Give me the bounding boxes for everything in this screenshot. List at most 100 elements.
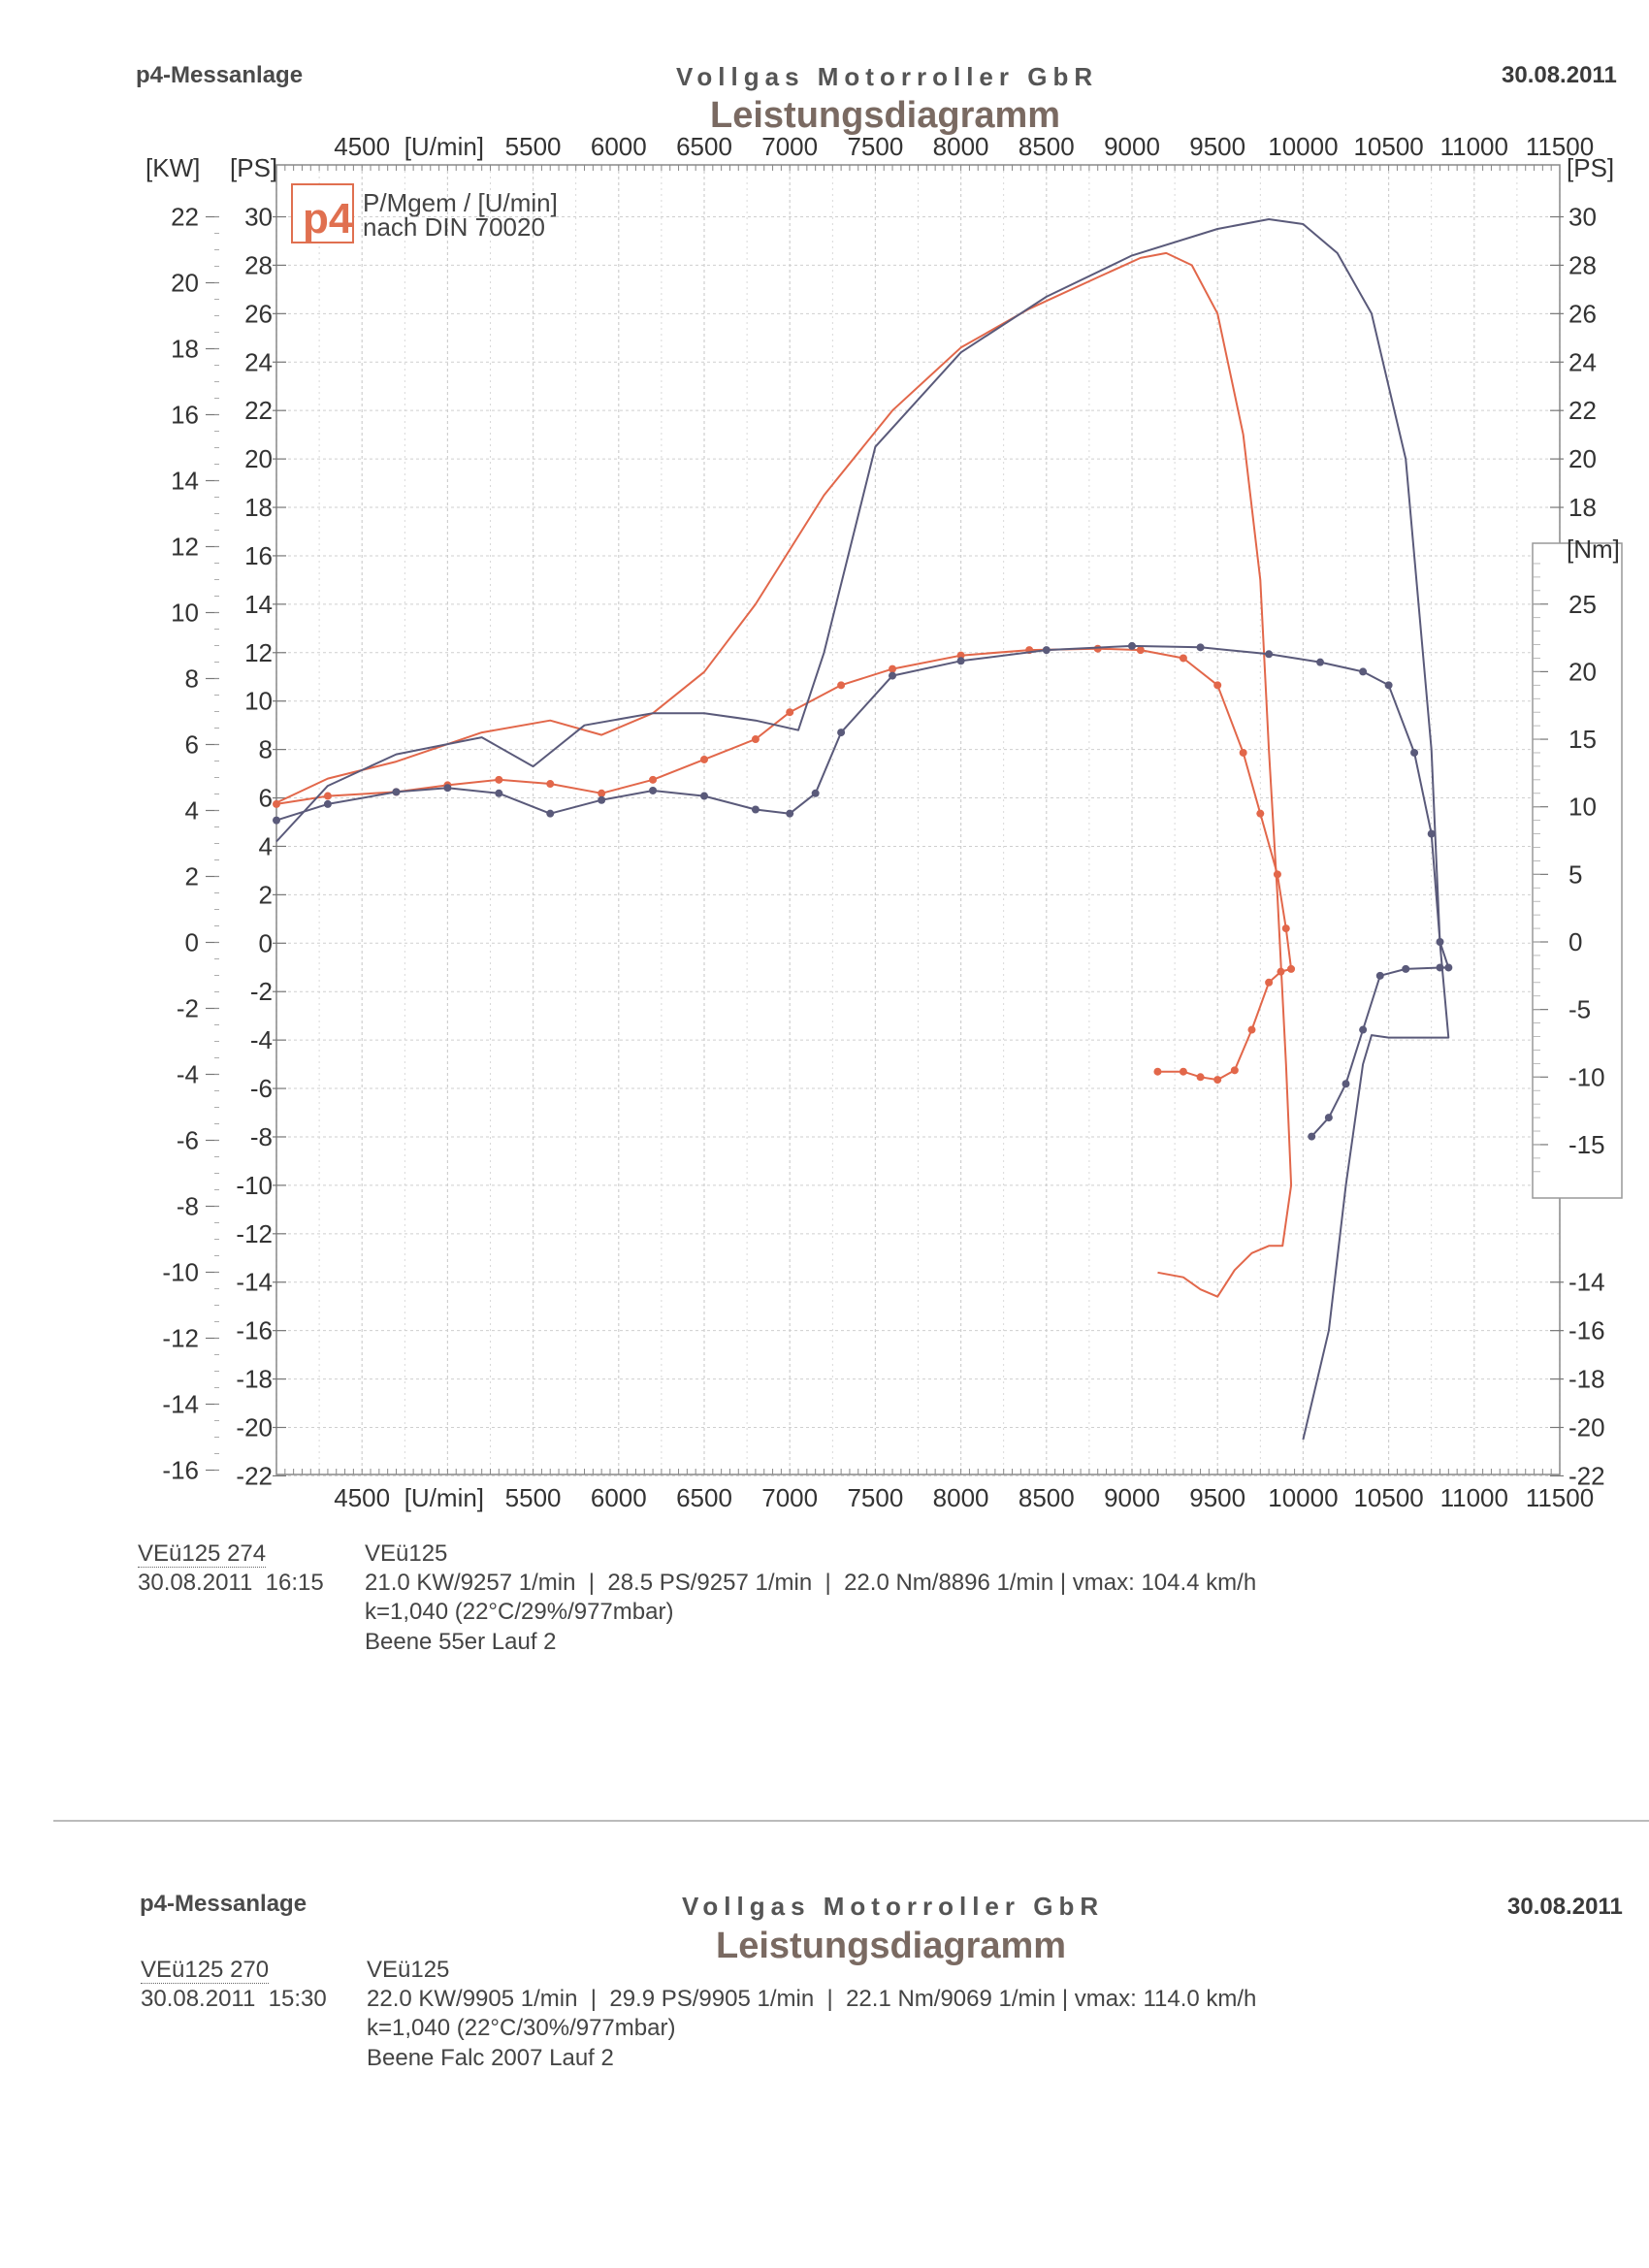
x-tick-label-top: 9000 bbox=[1104, 132, 1160, 161]
ps-tick-label-left: -6 bbox=[250, 1074, 273, 1103]
ps-tick-label-left: 28 bbox=[244, 250, 273, 279]
nm-tick-label: -15 bbox=[1568, 1130, 1605, 1159]
kw-tick-label: 6 bbox=[185, 730, 199, 760]
legend-line-1: P/Mgem / [U/min] bbox=[363, 188, 558, 217]
x-tick-label-bottom: 9500 bbox=[1189, 1483, 1245, 1512]
ps-tick-label-left: 8 bbox=[259, 735, 273, 764]
series-point-1 bbox=[1277, 967, 1285, 976]
sheet2-brand: p4-Messanlage bbox=[140, 1891, 307, 1917]
sheet2-title: Leistungsdiagramm bbox=[716, 1926, 1067, 1966]
ps-tick-label-right: -18 bbox=[1568, 1365, 1605, 1394]
x-tick-label-bottom: 5500 bbox=[505, 1483, 562, 1512]
chart-frame bbox=[275, 164, 1623, 1475]
x-tick-label-top: 8000 bbox=[933, 132, 989, 161]
x-tick-label-top: 11500 bbox=[1526, 132, 1594, 161]
nm-tick-label: 25 bbox=[1568, 590, 1597, 619]
series-point-3 bbox=[1375, 971, 1384, 980]
series-point-3 bbox=[1342, 1080, 1350, 1088]
series-point-3 bbox=[837, 729, 846, 737]
x-tick-label-top: 6500 bbox=[676, 132, 732, 161]
ps-axis-label-right: [PS] bbox=[1567, 153, 1614, 182]
series-point-3 bbox=[1436, 963, 1444, 972]
ps-tick-label-left: 30 bbox=[244, 203, 273, 232]
x-unit-label-top: [U/min] bbox=[404, 132, 484, 161]
kw-tick-label: -6 bbox=[177, 1126, 199, 1155]
x-tick-label-bottom: 7500 bbox=[847, 1483, 903, 1512]
series-point-1 bbox=[546, 780, 555, 789]
series-point-3 bbox=[1402, 964, 1410, 973]
series-line-power_ps-0 bbox=[275, 251, 1293, 1298]
nm-axis-label: [Nm] bbox=[1567, 535, 1620, 564]
nm-tick-label: 15 bbox=[1568, 725, 1597, 754]
kw-tick-label: 4 bbox=[185, 796, 199, 826]
ps-tick-label-left: 24 bbox=[244, 347, 273, 376]
x-tick-label-bottom: 11500 bbox=[1526, 1483, 1594, 1512]
ps-tick-label-right: 20 bbox=[1568, 444, 1597, 473]
series-point-3 bbox=[1308, 1132, 1316, 1141]
series-point-1 bbox=[889, 664, 897, 673]
series-point-3 bbox=[1359, 1025, 1368, 1034]
series-point-3 bbox=[1196, 643, 1205, 652]
nm-tick-label: -10 bbox=[1568, 1062, 1605, 1091]
nm-tick-label: 20 bbox=[1568, 657, 1597, 686]
x-tick-label-top: 7500 bbox=[847, 132, 903, 161]
series-point-3 bbox=[598, 795, 606, 804]
series-point-1 bbox=[1136, 646, 1145, 655]
ps-tick-label-right: -22 bbox=[1568, 1461, 1605, 1490]
run274-summary: 21.0 KW/9257 1/min | 28.5 PS/9257 1/min … bbox=[365, 1570, 1257, 1596]
kw-tick-label: 12 bbox=[171, 533, 199, 562]
page-divider bbox=[53, 1820, 1649, 1822]
kw-tick-label: 14 bbox=[171, 467, 199, 496]
series-point-1 bbox=[1179, 654, 1187, 663]
ps-tick-label-left: -16 bbox=[236, 1316, 273, 1345]
dyno-chart: 4500 5500 6000 6500 7000 7500 8000 8500 9000 9500… bbox=[146, 132, 1623, 1512]
series-point-1 bbox=[1256, 809, 1265, 818]
ps-tick-label-left: 0 bbox=[259, 928, 273, 957]
series-point-3 bbox=[1316, 658, 1325, 666]
sheet2-company: Vollgas Motorroller GbR bbox=[682, 1892, 1105, 1921]
ps-tick-label-right: 28 bbox=[1568, 250, 1597, 279]
series-point-3 bbox=[1042, 646, 1051, 655]
ps-tick-label-left: -14 bbox=[236, 1268, 273, 1297]
sheet2-date: 30.08.2011 bbox=[1507, 1894, 1623, 1920]
run270-correction: k=1,040 (22°C/30%/977mbar) bbox=[367, 2015, 676, 2041]
chart-legend: p4 P/Mgem / [U/min] nach DIN 70020 bbox=[291, 183, 558, 243]
kw-axis-label: [KW] bbox=[146, 153, 200, 182]
x-tick-label-bottom: 9000 bbox=[1104, 1483, 1160, 1512]
nm-tick-label: -5 bbox=[1568, 995, 1591, 1024]
ps-tick-label-left: -2 bbox=[250, 977, 273, 1006]
kw-tick-label: 0 bbox=[185, 928, 199, 957]
chart-series bbox=[273, 218, 1453, 1441]
series-point-1 bbox=[323, 792, 332, 800]
ps-tick-label-left: -18 bbox=[236, 1365, 273, 1394]
series-point-1 bbox=[1273, 870, 1281, 879]
series-point-1 bbox=[1247, 1025, 1256, 1034]
x-tick-label-bottom: 8500 bbox=[1018, 1483, 1075, 1512]
ps-tick-label-left: 2 bbox=[259, 880, 273, 909]
run274-note: Beene 55er Lauf 2 bbox=[365, 1629, 557, 1655]
ps-tick-label-right: 30 bbox=[1568, 203, 1597, 232]
series-point-1 bbox=[273, 799, 280, 808]
series-line-torque_nm-3 bbox=[275, 644, 1450, 1138]
kw-tick-label: -2 bbox=[177, 994, 199, 1023]
run274-vehicle: VEü125 bbox=[365, 1540, 448, 1567]
series-point-3 bbox=[786, 809, 794, 818]
series-point-1 bbox=[700, 755, 708, 763]
series-point-3 bbox=[273, 816, 280, 825]
ps-tick-label-right: 18 bbox=[1568, 493, 1597, 522]
x-tick-label-bottom: 6000 bbox=[591, 1483, 647, 1512]
x-tick-label-bottom: 10500 bbox=[1353, 1483, 1423, 1512]
kw-tick-label: -16 bbox=[162, 1456, 199, 1485]
kw-tick-label: -8 bbox=[177, 1192, 199, 1221]
kw-tick-label: -14 bbox=[162, 1390, 199, 1419]
kw-tick-label: 22 bbox=[171, 203, 199, 232]
series-point-1 bbox=[1239, 748, 1247, 757]
x-tick-label-top: 10000 bbox=[1268, 132, 1338, 161]
kw-tick-label: 2 bbox=[185, 862, 199, 891]
sheet1-company: Vollgas Motorroller GbR bbox=[676, 62, 1099, 91]
run274-id: VEü125 274 bbox=[138, 1540, 267, 1568]
ps-tick-label-left: -4 bbox=[250, 1025, 273, 1054]
series-point-1 bbox=[649, 775, 658, 784]
series-point-3 bbox=[1427, 829, 1436, 838]
series-point-3 bbox=[495, 789, 503, 797]
